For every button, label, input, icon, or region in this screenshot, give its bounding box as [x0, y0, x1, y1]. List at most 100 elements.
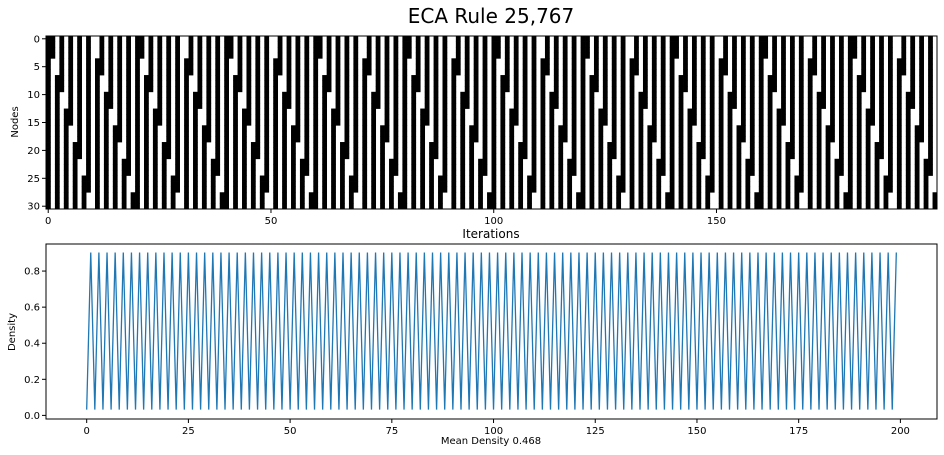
heatmap-cell: [54, 169, 60, 176]
heatmap-cell: [59, 47, 65, 54]
heatmap-cell: [362, 108, 368, 115]
heatmap-cell: [518, 186, 524, 193]
heatmap-cell: [135, 203, 140, 210]
heatmap-cell: [420, 125, 426, 132]
heatmap-cell: [598, 186, 604, 193]
heatmap-cell: [415, 58, 421, 65]
heatmap-cell: [651, 114, 657, 121]
heatmap-cell: [68, 75, 74, 81]
heatmap-cell: [553, 41, 559, 48]
heatmap-cell: [807, 197, 813, 204]
heatmap-cell: [304, 108, 310, 115]
heatmap-cell: [562, 97, 568, 104]
heatmap-cell: [781, 114, 786, 121]
heatmap-cell: [562, 136, 568, 143]
heatmap-cell: [135, 36, 140, 42]
heatmap-cell: [402, 58, 408, 65]
heatmap-cell: [620, 147, 626, 154]
heatmap-cell: [50, 36, 56, 42]
heatmap-cell: [433, 136, 439, 143]
heatmap-cell: [371, 97, 377, 104]
heatmap-cell: [273, 69, 279, 76]
heatmap-cell: [144, 91, 149, 98]
heatmap-x-tick-label: 50: [265, 216, 278, 227]
heatmap-cell: [103, 147, 109, 154]
heatmap-cell: [700, 108, 706, 115]
heatmap-cell: [807, 58, 813, 65]
heatmap-cell: [282, 114, 287, 121]
heatmap-cell: [144, 97, 149, 104]
heatmap-cell: [411, 164, 417, 171]
heatmap-cell: [406, 47, 412, 54]
heatmap-cell: [184, 80, 189, 87]
heatmap-cell: [406, 52, 412, 59]
heatmap-cell: [353, 102, 359, 109]
heatmap-cell: [86, 125, 91, 132]
heatmap-cell: [553, 47, 559, 54]
heatmap-cell: [781, 80, 786, 87]
heatmap-cell: [553, 58, 559, 65]
heatmap-cell: [914, 186, 920, 193]
heatmap-cell: [558, 153, 564, 160]
heatmap-cell: [807, 75, 813, 81]
heatmap-cell: [451, 175, 457, 182]
heatmap-cell: [54, 86, 60, 93]
heatmap-cell: [767, 169, 773, 176]
density-x-label: Mean Density 0.468: [441, 436, 541, 447]
heatmap-cell: [72, 203, 78, 210]
heatmap-cell: [727, 169, 733, 176]
heatmap-cell: [888, 91, 893, 98]
heatmap-cell: [776, 153, 782, 160]
heatmap-cell: [54, 164, 60, 171]
heatmap-cell: [571, 119, 577, 126]
heatmap-cell: [598, 158, 604, 165]
heatmap-cell: [228, 52, 234, 59]
heatmap-cell: [807, 97, 813, 104]
heatmap-cell: [691, 80, 697, 87]
heatmap-cell: [870, 80, 875, 87]
heatmap-cell: [291, 175, 296, 182]
heatmap-cell: [838, 47, 844, 54]
heatmap-cell: [571, 114, 577, 121]
heatmap-cell: [322, 158, 328, 165]
heatmap-cell: [344, 125, 350, 132]
heatmap-cell: [157, 86, 163, 93]
heatmap-cell: [402, 63, 408, 70]
heatmap-cell: [152, 158, 158, 165]
heatmap-cell: [932, 203, 938, 210]
heatmap-cell: [451, 147, 457, 154]
heatmap-cell: [723, 47, 728, 54]
heatmap-cell: [402, 192, 408, 199]
heatmap-cell: [838, 125, 844, 132]
heatmap-cell: [776, 108, 782, 115]
heatmap-cell: [616, 181, 622, 188]
heatmap-cell: [242, 114, 247, 121]
heatmap-cell: [718, 169, 724, 176]
heatmap-cell: [273, 86, 279, 93]
heatmap-cell: [602, 114, 608, 121]
heatmap-cell: [152, 192, 158, 199]
heatmap-cell: [197, 102, 203, 109]
heatmap-cell: [585, 52, 590, 59]
heatmap-cell: [558, 158, 564, 165]
heatmap-cell: [264, 58, 270, 65]
heatmap-cell: [95, 125, 100, 132]
heatmap-cell: [175, 164, 180, 171]
heatmap-cell: [68, 108, 74, 115]
heatmap-cell: [504, 36, 510, 42]
heatmap-cell: [620, 102, 626, 109]
heatmap-cell: [393, 158, 399, 165]
heatmap-cell: [233, 197, 238, 204]
heatmap-cell: [433, 75, 439, 81]
heatmap-cell: [184, 142, 189, 148]
heatmap-cell: [335, 69, 341, 76]
heatmap-cell: [473, 136, 479, 143]
heatmap-cell: [620, 41, 626, 48]
heatmap-cell: [567, 203, 573, 210]
heatmap-cell: [798, 80, 804, 87]
heatmap-cell: [228, 47, 234, 54]
heatmap-cell: [727, 164, 733, 171]
heatmap-cell: [491, 47, 497, 54]
heatmap-cell: [500, 147, 506, 154]
heatmap-cell: [184, 136, 189, 143]
